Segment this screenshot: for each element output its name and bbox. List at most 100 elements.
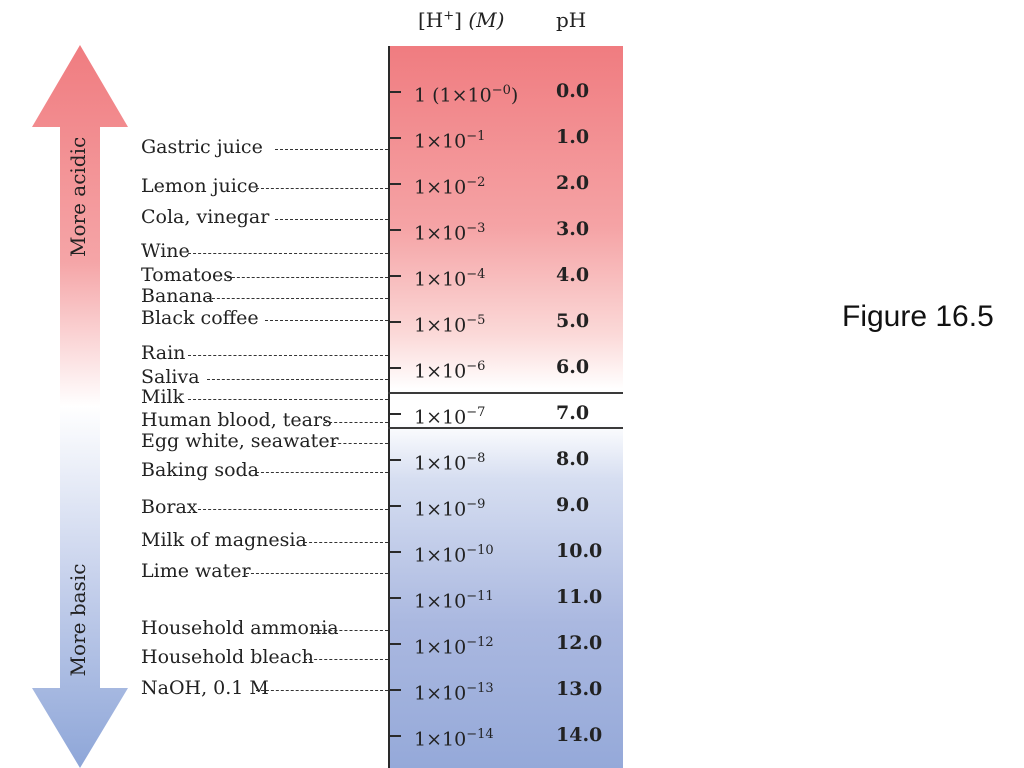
scale-tick — [388, 91, 401, 93]
concentration-exponent: −5 — [466, 313, 486, 328]
concentration-header-sup: + — [443, 8, 455, 24]
substance-leader-line — [246, 573, 388, 574]
substance-label: Household bleach — [141, 646, 314, 668]
concentration-exponent: −1 — [466, 129, 486, 144]
neutral-band-bottom-line — [388, 427, 623, 429]
substance-leader-line — [265, 320, 388, 321]
concentration-exponent: −9 — [466, 497, 486, 512]
concentration-exponent: −0 — [491, 83, 511, 98]
concentration-mantissa: 1 (1×10 — [414, 84, 492, 107]
ph-value: 1.0 — [556, 126, 590, 148]
concentration-mantissa: 1×10 — [414, 360, 467, 383]
concentration-exponent: −14 — [466, 727, 494, 742]
substance-label: Rain — [141, 342, 186, 364]
ph-value: 5.0 — [556, 310, 590, 332]
substance-leader-line — [333, 443, 388, 444]
h-concentration-value: 1×10−10 — [414, 540, 494, 566]
h-concentration-value: 1 (1×10−0) — [414, 80, 518, 106]
scale-tick — [388, 137, 401, 139]
h-concentration-value: 1×10−7 — [414, 402, 485, 428]
scale-tick — [388, 643, 401, 645]
concentration-exponent: −2 — [466, 175, 486, 190]
ph-value: 8.0 — [556, 448, 590, 470]
scale-tick — [388, 689, 401, 691]
substance-label: Wine — [141, 240, 190, 262]
substance-label: NaOH, 0.1 M — [141, 677, 269, 699]
concentration-mantissa: 1×10 — [414, 268, 467, 291]
substance-label: Gastric juice — [141, 136, 263, 158]
ph-value: 6.0 — [556, 356, 590, 378]
substance-label: Lemon juice — [141, 175, 259, 197]
substance-label: Milk of magnesia — [141, 529, 307, 551]
concentration-mantissa: 1×10 — [414, 498, 467, 521]
substance-leader-line — [187, 253, 388, 254]
substance-leader-line — [275, 219, 388, 220]
substance-label: Lime water — [141, 560, 251, 582]
concentration-exponent: −6 — [466, 359, 486, 374]
scale-axis-line — [388, 46, 390, 768]
h-concentration-value: 1×10−9 — [414, 494, 485, 520]
substance-leader-line — [275, 149, 388, 150]
h-concentration-value: 1×10−4 — [414, 264, 485, 290]
scale-tick — [388, 413, 401, 415]
ph-gradient-bar — [388, 46, 623, 768]
concentration-mantissa: 1×10 — [414, 406, 467, 429]
concentration-header-unit: (M) — [468, 8, 505, 32]
h-concentration-value: 1×10−14 — [414, 724, 494, 750]
substance-label: Cola, vinegar — [141, 206, 270, 228]
substance-leader-line — [255, 472, 388, 473]
concentration-mantissa: 1×10 — [414, 222, 467, 245]
concentration-exponent: −4 — [466, 267, 486, 282]
concentration-mantissa: 1×10 — [414, 314, 467, 337]
concentration-header-base: [H — [418, 8, 444, 32]
ph-value: 3.0 — [556, 218, 590, 240]
substance-leader-line — [197, 509, 388, 510]
substance-label: Household ammonia — [141, 617, 339, 639]
substance-leader-line — [226, 277, 388, 278]
substance-label: Tomatoes — [141, 264, 234, 286]
scale-tick — [388, 597, 401, 599]
ph-value: 2.0 — [556, 172, 590, 194]
h-concentration-value: 1×10−5 — [414, 310, 485, 336]
ph-header: pH — [556, 8, 587, 32]
substance-leader-line — [207, 298, 388, 299]
substance-leader-line — [187, 399, 388, 400]
concentration-mantissa: 1×10 — [414, 452, 467, 475]
substance-leader-line — [304, 542, 388, 543]
h-concentration-value: 1×10−3 — [414, 218, 485, 244]
h-concentration-value: 1×10−2 — [414, 172, 485, 198]
more-acidic-label: More acidic — [66, 136, 90, 257]
scale-tick — [388, 367, 401, 369]
ph-value: 13.0 — [556, 678, 603, 700]
scale-tick — [388, 459, 401, 461]
ph-value: 14.0 — [556, 724, 603, 746]
h-concentration-value: 1×10−6 — [414, 356, 485, 382]
scale-tick — [388, 551, 401, 553]
concentration-header-rest: ] — [454, 8, 469, 32]
ph-value: 7.0 — [556, 402, 590, 424]
concentration-exponent: −3 — [466, 221, 486, 236]
substance-leader-line — [323, 422, 388, 423]
substance-name: NaOH, 0.1 M — [141, 677, 269, 699]
substance-leader-line — [313, 630, 388, 631]
substance-label: Human blood, tears — [141, 409, 332, 431]
scale-tick — [388, 183, 401, 185]
ph-value: 0.0 — [556, 80, 590, 102]
more-basic-label: More basic — [66, 563, 90, 677]
scale-tick — [388, 505, 401, 507]
substance-label: Egg white, seawater — [141, 430, 339, 452]
concentration-mantissa: 1×10 — [414, 590, 467, 613]
concentration-mantissa: 1×10 — [414, 682, 467, 705]
substance-label: Black coffee — [141, 307, 259, 329]
h-concentration-value: 1×10−12 — [414, 632, 494, 658]
substance-label: Baking soda — [141, 459, 259, 481]
ph-value: 11.0 — [556, 586, 603, 608]
substance-leader-line — [187, 355, 388, 356]
h-concentration-value: 1×10−1 — [414, 126, 485, 152]
ph-value: 9.0 — [556, 494, 590, 516]
substance-leader-line — [207, 379, 388, 380]
concentration-mantissa: 1×10 — [414, 636, 467, 659]
acidity-double-arrow-icon — [32, 45, 128, 768]
ph-value: 12.0 — [556, 632, 603, 654]
concentration-mantissa: 1×10 — [414, 176, 467, 199]
